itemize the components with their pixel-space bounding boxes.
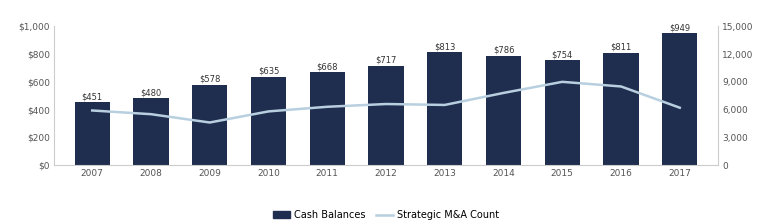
Text: $754: $754 xyxy=(552,50,573,59)
Line: Strategic M&A Count: Strategic M&A Count xyxy=(92,82,680,123)
Bar xyxy=(251,77,286,165)
Bar xyxy=(604,53,638,165)
Bar xyxy=(368,66,404,165)
Bar xyxy=(310,72,345,165)
Strategic M&A Count xyxy=(323,105,332,108)
Strategic M&A Count xyxy=(87,109,96,112)
Text: $668: $668 xyxy=(317,62,338,71)
Text: $717: $717 xyxy=(375,55,397,64)
Legend: Cash Balances, Strategic M&A Count: Cash Balances, Strategic M&A Count xyxy=(269,206,503,220)
Bar xyxy=(192,85,228,165)
Text: $811: $811 xyxy=(611,42,631,51)
Text: $635: $635 xyxy=(258,67,279,76)
Text: $578: $578 xyxy=(199,75,221,84)
Bar xyxy=(486,56,521,165)
Text: $451: $451 xyxy=(82,92,103,101)
Bar xyxy=(134,99,168,165)
Strategic M&A Count xyxy=(557,81,567,83)
Bar xyxy=(75,103,110,165)
Strategic M&A Count xyxy=(147,113,156,116)
Bar xyxy=(662,33,697,165)
Text: $813: $813 xyxy=(434,42,455,51)
Strategic M&A Count xyxy=(440,104,449,106)
Text: $786: $786 xyxy=(493,46,514,55)
Text: $480: $480 xyxy=(141,88,161,97)
Text: $949: $949 xyxy=(669,23,690,32)
Strategic M&A Count xyxy=(381,103,391,105)
Bar xyxy=(544,61,580,165)
Strategic M&A Count xyxy=(616,85,625,88)
Bar xyxy=(427,52,462,165)
Strategic M&A Count xyxy=(499,92,508,94)
Strategic M&A Count xyxy=(264,110,273,113)
Strategic M&A Count xyxy=(676,106,685,109)
Strategic M&A Count xyxy=(205,121,215,124)
